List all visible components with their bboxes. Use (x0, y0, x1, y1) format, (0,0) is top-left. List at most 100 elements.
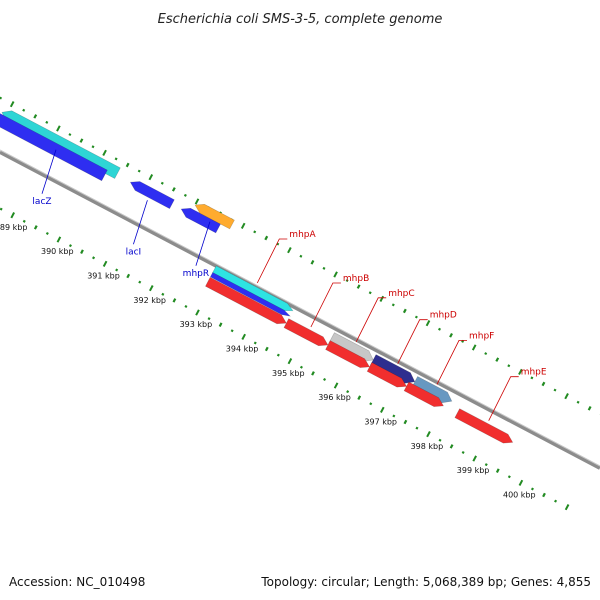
outer-ruler (0, 96, 600, 416)
gene-feature-shading (454, 408, 513, 444)
ruler-tick-minor (495, 357, 500, 362)
ruler-tick-major (518, 368, 523, 375)
gene-feature-shading (404, 382, 444, 407)
tick-label: 391 kbp (87, 272, 120, 281)
ruler-tick-minor (114, 157, 118, 161)
ruler-tick-minor (253, 230, 257, 234)
gene-feature-shading (205, 277, 287, 324)
ruler-tick-minor (171, 187, 176, 192)
gene-feature-shading (181, 208, 221, 233)
gene-feature-lacI[interactable] (129, 181, 175, 210)
ruler-tick-minor (45, 231, 49, 235)
gene-feature-shading (367, 362, 407, 388)
map-title: Escherichia coli SMS-3-5, complete genom… (158, 12, 443, 27)
gene-feature-mhpR[interactable] (194, 203, 235, 230)
ruler-tick-minor (356, 284, 361, 289)
ruler-tick-minor (115, 268, 119, 272)
ruler-tick-minor (33, 225, 38, 230)
ruler-tick-major (102, 260, 108, 267)
gene-feature-shading (210, 272, 291, 317)
ruler-tick-major (333, 382, 339, 389)
ruler-tick-major (471, 344, 477, 351)
gene-label[interactable]: lacI (126, 247, 142, 257)
gene-feature[interactable] (205, 276, 287, 325)
ruler-tick-minor (576, 400, 580, 404)
ruler-tick-major (102, 149, 107, 156)
leader-line (397, 319, 428, 364)
ruler-tick-minor (264, 346, 269, 352)
ruler-tick-minor (438, 327, 441, 331)
ruler-tick-major (425, 320, 431, 327)
ruler-tick-minor (542, 492, 546, 498)
ruler-tick-minor (403, 419, 408, 425)
ruler-tick-minor (138, 280, 142, 284)
ruler-tick-minor (207, 317, 211, 321)
tick-label: 400 kbp (503, 491, 536, 500)
ruler-tick-minor (184, 304, 188, 308)
gene-feature[interactable] (0, 111, 108, 182)
backbone-edge (0, 149, 600, 467)
gene-label[interactable]: mhpA (289, 230, 316, 240)
ruler-tick-major (240, 222, 246, 229)
gene-label[interactable]: mhpE (521, 368, 547, 378)
leader-line (436, 340, 467, 385)
ruler-tick-minor (392, 414, 396, 418)
ruler-tick-minor (172, 298, 177, 303)
ruler-tick-minor (33, 114, 38, 119)
genome-summary-text: Topology: circular; Length: 5,068,389 bp… (260, 575, 591, 589)
tick-label: 392 kbp (133, 296, 166, 305)
gene-feature[interactable] (403, 381, 444, 407)
ruler-tick-minor (79, 138, 84, 143)
ruler-tick-minor (587, 405, 592, 411)
ruler-tick-minor (484, 463, 488, 467)
ruler-tick-minor (183, 193, 187, 197)
ruler-tick-minor (160, 181, 164, 185)
gene-labels: lacZ lacI mhpR mhpA mhpB mhpC mhpD mhpF mhpE (32, 149, 547, 421)
ruler-tick-major (333, 271, 338, 278)
gene-feature-shading (328, 332, 374, 362)
ruler-tick-minor (311, 371, 315, 376)
ruler-tick-major (241, 333, 246, 340)
ruler-tick-minor (299, 365, 303, 369)
gene-feature-shading (412, 376, 452, 403)
tick-label: 390 kbp (41, 247, 74, 256)
ruler-tick-major (56, 236, 62, 243)
accession-text: Accession: NC_010498 (9, 575, 145, 589)
gene-label[interactable]: mhpB (343, 274, 369, 284)
gene-label[interactable]: mhpF (469, 331, 494, 341)
ruler-tick-major (380, 406, 385, 413)
ruler-tick-minor (276, 242, 280, 246)
ruler-tick-minor (91, 145, 95, 149)
genome-backbone (0, 149, 600, 470)
tick-label: 399 kbp (457, 466, 490, 475)
tick-labels: 389 kbp 390 kbp 391 kbp 392 kbp 393 kbp 394 k… (0, 223, 536, 500)
gene-feature-mhpA[interactable] (212, 265, 294, 312)
ruler-tick-major (9, 101, 15, 108)
leader-line (310, 282, 341, 328)
ruler-tick-minor (530, 376, 534, 380)
leader-line (133, 200, 148, 245)
tick-label: 393 kbp (180, 320, 213, 329)
ruler-tick-minor (276, 353, 280, 357)
ruler-tick-minor (45, 120, 49, 124)
gene-label[interactable]: mhpD (430, 311, 457, 321)
ruler-tick-minor (323, 377, 327, 381)
ruler-tick-minor (415, 426, 419, 430)
ruler-tick-minor (22, 219, 26, 223)
ruler-tick-major (195, 309, 200, 316)
ruler-tick-major (10, 212, 15, 219)
gene-label[interactable]: lacZ (32, 197, 51, 207)
ruler-tick-minor (264, 235, 269, 241)
gene-label[interactable]: mhpR (183, 269, 209, 279)
gene-feature[interactable] (366, 362, 408, 388)
gene-label[interactable]: mhpC (388, 289, 414, 299)
tick-label: 394 kbp (226, 345, 259, 354)
tick-label: 397 kbp (364, 418, 397, 427)
gene-feature-mhpB[interactable] (283, 318, 329, 347)
gene-feature[interactable] (209, 272, 291, 317)
gene-feature[interactable] (325, 340, 371, 368)
ruler-tick-major (426, 431, 431, 438)
gene-feature[interactable] (180, 207, 221, 234)
gene-feature-mhpE[interactable] (454, 408, 514, 444)
